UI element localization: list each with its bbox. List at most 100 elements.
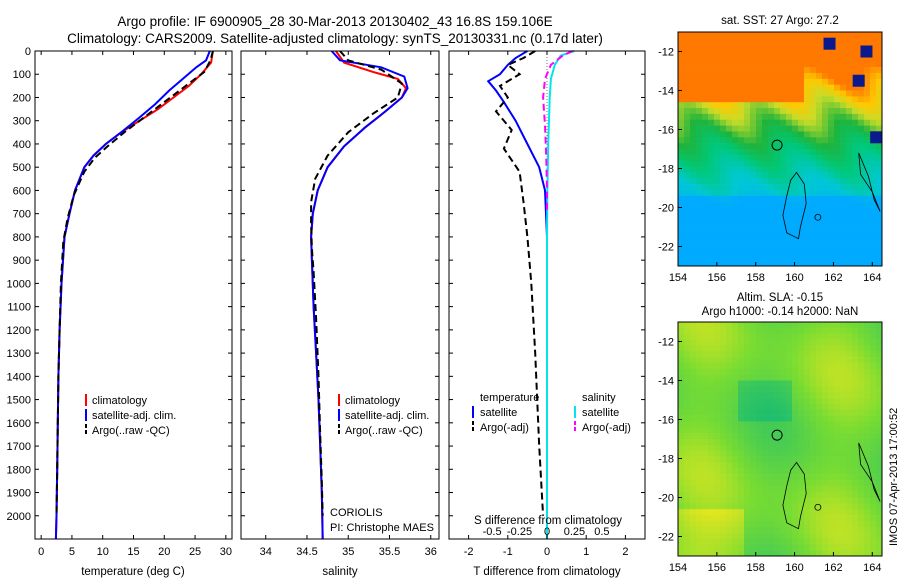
sst-map-cell <box>720 32 727 39</box>
sla-map-cell <box>702 421 709 428</box>
sla-map-cell <box>792 444 799 451</box>
sla-map-cell <box>810 333 817 340</box>
sst-map-cell <box>756 160 763 167</box>
sla-map-cell <box>744 544 751 551</box>
sst-map-cell <box>810 154 817 161</box>
sla-map-cell <box>780 444 787 451</box>
sla-map-cell <box>678 386 685 393</box>
sla-map-cell <box>678 532 685 539</box>
sst-map-cell <box>678 149 685 156</box>
sla-map-cell <box>714 479 721 487</box>
sst-map-cell <box>690 37 697 44</box>
sst-map-cell <box>696 248 703 255</box>
sst-map-cell <box>696 72 703 80</box>
sst-map-cell <box>870 61 877 68</box>
sla-map-cell <box>714 362 721 370</box>
sst-map-cell <box>858 242 865 249</box>
sla-map-cell <box>876 421 883 428</box>
sst-map-cell <box>720 84 727 91</box>
sla-map-cell <box>810 550 817 557</box>
sla-map-cell <box>762 421 769 428</box>
sst-map-cell <box>858 108 865 115</box>
sla-map-cell <box>864 509 871 516</box>
sst-map-cell <box>834 236 841 243</box>
sst-map-cell <box>726 254 733 261</box>
sst-map-cell <box>834 184 841 191</box>
sla-map-cell <box>780 456 787 463</box>
sla-map-cell <box>732 450 739 457</box>
sla-map-cell <box>822 421 829 428</box>
sla-map-cell <box>840 468 847 475</box>
sla-map-cell <box>684 345 691 352</box>
sla-map-cell <box>798 479 805 487</box>
sla-map-cell <box>816 421 823 428</box>
sla-map-cell <box>768 497 775 504</box>
sst-map-cell <box>846 32 853 39</box>
sst-map-cell <box>750 78 757 85</box>
sst-map-cell <box>828 260 835 267</box>
sla-map-ytick-label: -18 <box>658 454 674 466</box>
sla-map-cell <box>678 491 685 498</box>
sla-map-cell <box>798 362 805 370</box>
sst-map-cell <box>786 55 793 62</box>
sla-map-cell <box>798 515 805 522</box>
sla-map-cell <box>678 450 685 457</box>
sst-map-cell <box>876 90 883 97</box>
sst-map-cell <box>840 172 847 179</box>
sst-map-ytick-label: -14 <box>658 86 674 98</box>
temperature-legend: climatology satellite-adj. clim. Argo(..… <box>85 394 176 437</box>
sla-map-cell <box>750 450 757 457</box>
sla-map-cell <box>762 462 769 469</box>
sst-map-cell <box>858 219 865 226</box>
sla-map-cell <box>804 368 811 375</box>
sst-map-cell <box>798 207 805 214</box>
sst-map-cell <box>774 61 781 68</box>
sst-map-cell <box>786 78 793 85</box>
sst-map-cell <box>726 137 733 144</box>
sla-map-cell <box>804 485 811 492</box>
difference-legend-label-1: Argo(-adj) <box>480 422 529 434</box>
sst-map-cell <box>762 225 769 232</box>
salinity-legend-label-1: satellite-adj. clim. <box>345 410 429 422</box>
sst-map-cell <box>828 166 835 173</box>
sst-map-cell <box>858 90 865 97</box>
sst-map-cell <box>684 102 691 109</box>
sla-map-cell <box>786 468 793 475</box>
sst-map-cell <box>738 108 745 115</box>
sst-map-cell <box>762 78 769 85</box>
sst-map-cell <box>822 49 829 56</box>
sst-map-cell <box>726 113 733 121</box>
sla-map-cell <box>786 503 793 510</box>
sla-map-cell <box>720 362 727 370</box>
sla-map-cell <box>762 444 769 451</box>
sst-map-cell <box>756 154 763 161</box>
sla-map-cell <box>828 433 835 440</box>
sst-map-cell <box>810 242 817 249</box>
sla-map-cell <box>708 503 715 510</box>
sla-map-cell <box>768 362 775 370</box>
sst-map-cell <box>840 160 847 167</box>
sst-map-cell <box>774 102 781 109</box>
sla-map-cell <box>774 339 781 346</box>
sla-map-cell <box>804 351 811 358</box>
sla-map-cell <box>738 538 745 545</box>
sst-map-cell <box>810 131 817 138</box>
sla-map-cell <box>816 439 823 446</box>
sla-map-cell <box>816 351 823 358</box>
sla-map-cell <box>774 345 781 352</box>
sst-map-cell <box>840 201 847 208</box>
sst-map-cell <box>792 55 799 62</box>
sst-map-cell <box>816 84 823 91</box>
sst-map-cell <box>738 166 745 173</box>
sla-map-cell <box>774 450 781 457</box>
sst-map-cell <box>690 242 697 249</box>
sla-map-cell <box>780 515 787 522</box>
sst-map-cell <box>786 225 793 232</box>
sla-map-cell <box>708 550 715 557</box>
sst-map-cell <box>720 137 727 144</box>
sst-map-cell <box>690 137 697 144</box>
sst-map-cell <box>732 32 739 39</box>
sst-map-cell <box>690 184 697 191</box>
sst-map-cell <box>870 143 877 150</box>
sst-map-cell <box>768 149 775 156</box>
